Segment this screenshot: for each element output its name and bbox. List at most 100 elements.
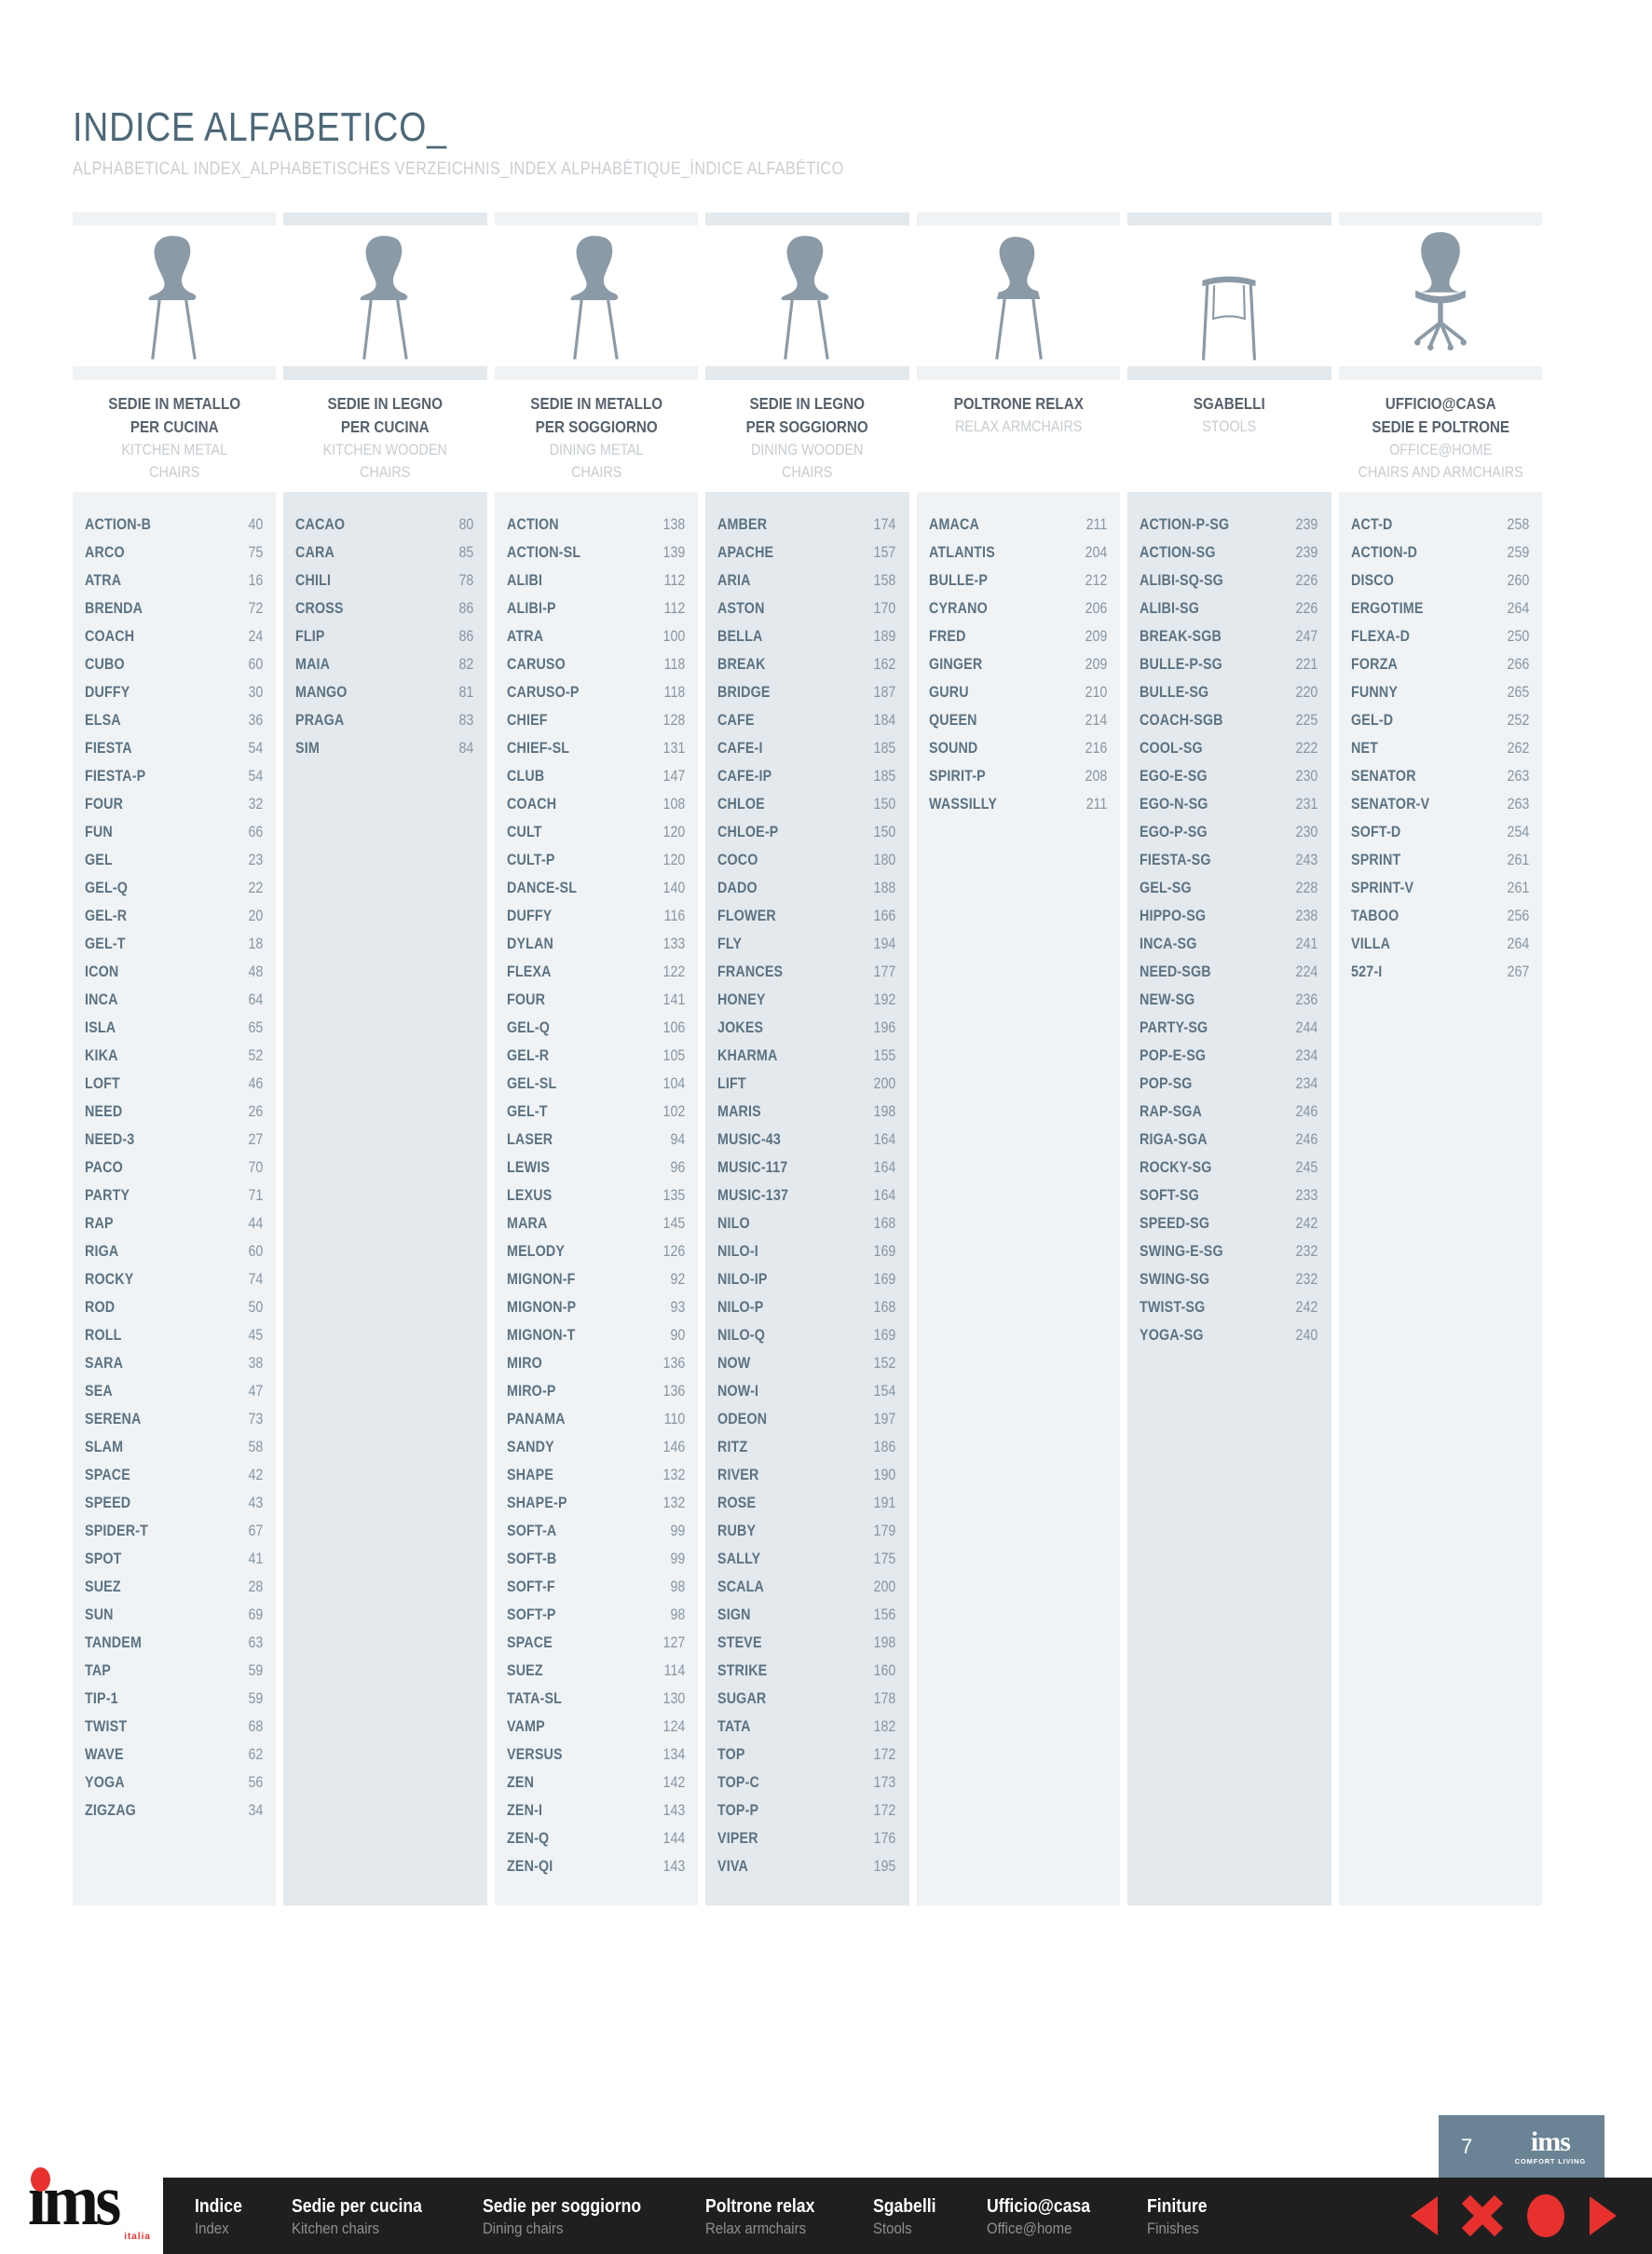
index-entry[interactable]: NEED 26	[85, 1098, 263, 1126]
index-entry[interactable]: BRENDA 72	[85, 594, 263, 622]
index-entry[interactable]: BULLE-P 212	[929, 567, 1107, 594]
index-entry[interactable]: FOUR 32	[85, 790, 263, 818]
index-entry[interactable]: LOFT 46	[85, 1070, 263, 1098]
index-entry[interactable]: NOW-I 154	[717, 1377, 895, 1405]
index-entry[interactable]: SOFT-D 254	[1351, 818, 1529, 846]
index-entry[interactable]: SPACE 127	[507, 1629, 685, 1657]
index-entry[interactable]: GEL-T 102	[507, 1098, 685, 1126]
index-entry[interactable]: MUSIC-117 164	[717, 1154, 895, 1182]
index-entry[interactable]: MAIA 82	[295, 650, 473, 678]
index-entry[interactable]: NILO 168	[717, 1209, 895, 1237]
index-entry[interactable]: CARUSO-P 118	[507, 678, 685, 706]
index-entry[interactable]: NEW-SG 236	[1140, 986, 1318, 1014]
index-entry[interactable]: FIESTA 54	[85, 734, 263, 762]
index-entry[interactable]: PARTY-SG 244	[1140, 1014, 1318, 1042]
index-entry[interactable]: SOFT-SG 233	[1140, 1182, 1318, 1209]
index-entry[interactable]: ROCKY 74	[85, 1265, 263, 1293]
index-entry[interactable]: KHARMA 155	[717, 1042, 895, 1070]
index-entry[interactable]: WASSILLY 211	[929, 790, 1107, 818]
index-entry[interactable]: SUN 69	[85, 1601, 263, 1629]
index-entry[interactable]: SOUND 216	[929, 734, 1107, 762]
index-entry[interactable]: GEL-D 252	[1351, 706, 1529, 734]
index-entry[interactable]: HONEY 192	[717, 986, 895, 1014]
index-entry[interactable]: ACTION-P-SG 239	[1140, 511, 1318, 539]
index-entry[interactable]: RIGA-SGA 246	[1140, 1126, 1318, 1154]
index-entry[interactable]: CLUB 147	[507, 762, 685, 790]
index-entry[interactable]: VILLA 264	[1351, 930, 1529, 958]
index-entry[interactable]: FIESTA-P 54	[85, 762, 263, 790]
index-entry[interactable]: ACTION 138	[507, 511, 685, 539]
index-entry[interactable]: SIM 84	[295, 734, 473, 762]
index-entry[interactable]: ATRA 100	[507, 622, 685, 650]
index-entry[interactable]: INCA-SG 241	[1140, 930, 1318, 958]
index-entry[interactable]: SALLY 175	[717, 1545, 895, 1573]
index-entry[interactable]: MUSIC-137 164	[717, 1182, 895, 1209]
index-entry[interactable]: GEL-Q 106	[507, 1014, 685, 1042]
index-entry[interactable]: CUBO 60	[85, 650, 263, 678]
index-entry[interactable]: ELSA 36	[85, 706, 263, 734]
index-entry[interactable]: RUBY 179	[717, 1517, 895, 1545]
index-entry[interactable]: SPACE 42	[85, 1461, 263, 1489]
index-entry[interactable]: GEL-T 18	[85, 930, 263, 958]
index-entry[interactable]: RIGA 60	[85, 1237, 263, 1265]
index-entry[interactable]: BRIDGE 187	[717, 678, 895, 706]
index-entry[interactable]: FLIP 86	[295, 622, 473, 650]
index-entry[interactable]: VIVA 195	[717, 1852, 895, 1880]
index-entry[interactable]: PANAMA 110	[507, 1405, 685, 1433]
index-entry[interactable]: CAFE-IP 185	[717, 762, 895, 790]
index-entry[interactable]: CHLOE-P 150	[717, 818, 895, 846]
index-entry[interactable]: APACHE 157	[717, 539, 895, 567]
footer-nav-item[interactable]: Sgabelli Stools	[873, 2194, 935, 2238]
index-entry[interactable]: CARA 85	[295, 539, 473, 567]
index-entry[interactable]: TOP-C 173	[717, 1769, 895, 1796]
index-entry[interactable]: ZIGZAG 34	[85, 1796, 263, 1824]
index-entry[interactable]: ACTION-B 40	[85, 511, 263, 539]
index-entry[interactable]: MUSIC-43 164	[717, 1126, 895, 1154]
index-entry[interactable]: SWING-SG 232	[1140, 1265, 1318, 1293]
index-entry[interactable]: SPIDER-T 67	[85, 1517, 263, 1545]
index-entry[interactable]: TWIST-SG 242	[1140, 1293, 1318, 1321]
index-entry[interactable]: ASTON 170	[717, 594, 895, 622]
index-entry[interactable]: FUN 66	[85, 818, 263, 846]
index-entry[interactable]: RAP-SGA 246	[1140, 1098, 1318, 1126]
index-entry[interactable]: FLOWER 166	[717, 902, 895, 930]
index-entry[interactable]: ALIBI-SQ-SG 226	[1140, 567, 1318, 594]
index-entry[interactable]: GEL-R 105	[507, 1042, 685, 1070]
index-entry[interactable]: STEVE 198	[717, 1629, 895, 1657]
index-entry[interactable]: TATA 182	[717, 1713, 895, 1741]
index-entry[interactable]: BULLE-P-SG 221	[1140, 650, 1318, 678]
index-entry[interactable]: ODEON 197	[717, 1405, 895, 1433]
index-entry[interactable]: ACTION-D 259	[1351, 539, 1529, 567]
index-entry[interactable]: ROD 50	[85, 1293, 263, 1321]
index-entry[interactable]: JOKES 196	[717, 1014, 895, 1042]
index-entry[interactable]: BREAK-SGB 247	[1140, 622, 1318, 650]
index-entry[interactable]: SERENA 73	[85, 1405, 263, 1433]
index-entry[interactable]: LEXUS 135	[507, 1182, 685, 1209]
index-entry[interactable]: NILO-P 168	[717, 1293, 895, 1321]
index-entry[interactable]: LASER 94	[507, 1126, 685, 1154]
index-entry[interactable]: CROSS 86	[295, 594, 473, 622]
index-entry[interactable]: SENATOR 263	[1351, 762, 1529, 790]
index-entry[interactable]: ICON 48	[85, 958, 263, 986]
index-entry[interactable]: MIGNON-P 93	[507, 1293, 685, 1321]
index-entry[interactable]: ATRA 16	[85, 567, 263, 594]
index-entry[interactable]: ISLA 65	[85, 1014, 263, 1042]
footer-nav-item[interactable]: Sedie per soggiorno Dining chairs	[483, 2194, 641, 2238]
index-entry[interactable]: MARA 145	[507, 1209, 685, 1237]
index-entry[interactable]: BULLE-SG 220	[1140, 678, 1318, 706]
index-entry[interactable]: DADO 188	[717, 874, 895, 902]
index-entry[interactable]: CYRANO 206	[929, 594, 1107, 622]
index-entry[interactable]: GEL 23	[85, 846, 263, 874]
index-entry[interactable]: CACAO 80	[295, 511, 473, 539]
index-entry[interactable]: SCALA 200	[717, 1573, 895, 1601]
footer-nav-item[interactable]: Finiture Finishes	[1147, 2194, 1208, 2238]
index-entry[interactable]: SHAPE-P 132	[507, 1489, 685, 1517]
index-entry[interactable]: MANGO 81	[295, 678, 473, 706]
index-entry[interactable]: MIRO-P 136	[507, 1377, 685, 1405]
index-entry[interactable]: POP-E-SG 234	[1140, 1042, 1318, 1070]
index-entry[interactable]: ACTION-SL 139	[507, 539, 685, 567]
index-entry[interactable]: RITZ 186	[717, 1433, 895, 1461]
index-entry[interactable]: ERGOTIME 264	[1351, 594, 1529, 622]
index-entry[interactable]: FUNNY 265	[1351, 678, 1529, 706]
index-entry[interactable]: SANDY 146	[507, 1433, 685, 1461]
